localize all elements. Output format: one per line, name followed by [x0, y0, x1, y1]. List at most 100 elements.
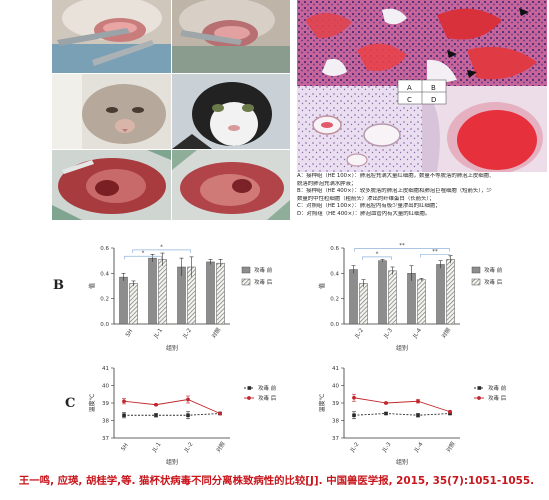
quadrant-label-a: A — [407, 84, 412, 92]
legend-label: 攻毒 前 — [488, 384, 507, 392]
bar-chart-sh-jl1-jl2: 0.0 0.2 0.4 0.6 值组别 SH JL-1 JL-2 对照 攻毒 前攻毒 后 * * — [88, 244, 273, 352]
legend-swatch — [471, 278, 481, 286]
caption-line: D：对照组（HE 400×）：肺泡血管内有大量的红细胞。 — [297, 210, 431, 217]
data-point — [384, 401, 388, 405]
bar — [158, 259, 167, 325]
data-point — [122, 399, 126, 404]
x-tick-label: JL-4 — [412, 327, 424, 340]
data-point — [448, 409, 452, 414]
data-point — [352, 395, 356, 400]
bar — [378, 260, 387, 325]
y-tick-label: 0.6 — [330, 246, 339, 252]
caption-line: 脱落的肺泡充满水肿液； — [297, 180, 357, 187]
x-tick-label: 对照 — [444, 440, 457, 454]
data-point — [352, 413, 356, 418]
x-tick-label: JL-3 — [381, 441, 393, 454]
photo-cat-tongue — [172, 0, 290, 73]
y-tick-label: 0.2 — [330, 297, 339, 303]
legend-label: 攻毒 前 — [254, 266, 273, 274]
significance-bracket — [132, 249, 191, 253]
y-tick-label: 0.4 — [330, 271, 339, 277]
legend-label: 攻毒 后 — [254, 278, 273, 286]
x-axis-label: 组别 — [166, 458, 178, 466]
significance-label: * — [376, 251, 379, 257]
x-tick-label: JL-2 — [354, 328, 365, 341]
x-tick-label: JL-1 — [151, 442, 162, 455]
bar — [446, 259, 455, 325]
y-tick-label: 40 — [332, 384, 339, 390]
panel-label-c: C — [65, 396, 76, 411]
y-axis-label: 温度℃ — [318, 393, 326, 412]
legend-label: 攻毒 后 — [484, 278, 503, 286]
data-point — [416, 399, 420, 404]
line-chart-temperature-left: 37 38 39 40 41 温度℃ 组别 SH JL-1 JL-2 对照 攻毒 前攻毒 后 — [88, 366, 277, 466]
bar — [129, 283, 138, 325]
y-tick-label: 39 — [332, 401, 339, 407]
x-tick-label: JL-2 — [182, 328, 193, 341]
significance-label: ** — [399, 243, 405, 249]
x-tick-label: 对照 — [439, 326, 452, 340]
bar — [359, 283, 368, 325]
legend-swatch — [241, 266, 251, 274]
significance-bracket — [420, 253, 450, 258]
series-line — [124, 413, 221, 416]
histology-figure: A B C D — [297, 0, 547, 174]
x-axis-label: 组别 — [396, 458, 408, 466]
y-tick-label: 41 — [332, 366, 339, 372]
y-axis-label: 值 — [318, 283, 326, 289]
series-line — [123, 399, 221, 414]
y-tick-label: 0.0 — [330, 322, 339, 328]
caption-line: B：接种组（HE 400×）：较多脱落的肺泡上皮细胞和肺泡巨噬细胞（短箭头），少 — [297, 188, 492, 195]
legend-label: 攻毒 前 — [484, 266, 503, 274]
y-tick-label: 40 — [102, 384, 109, 390]
citation: 王一鸣, 应瑛, 胡桂学,等. 猫杯状病毒不同分离株致病性的比较[J]. 中国兽… — [18, 475, 535, 487]
y-tick-label: 0.0 — [100, 322, 109, 328]
quadrant-label-b: B — [431, 84, 436, 92]
x-tick-label: JL-2 — [183, 442, 194, 455]
photo-necropsy-left — [52, 150, 171, 220]
bar — [417, 279, 426, 325]
legend-swatch — [471, 266, 481, 274]
bar — [206, 261, 215, 325]
line-chart-temperature-right: 37 38 39 40 41 温度℃ 组别 JL-2 JL-3 JL-4 对照 攻毒 前攻毒 后 — [318, 366, 507, 466]
legend-marker — [477, 396, 481, 400]
legend-label: 攻毒 前 — [258, 384, 277, 392]
bar — [349, 269, 358, 325]
significance-label: * — [142, 251, 145, 257]
legend-marker — [247, 386, 252, 390]
panel-label-b: B — [53, 278, 64, 293]
x-tick-label: 对照 — [214, 440, 227, 454]
significance-bracket — [362, 256, 392, 260]
y-tick-label: 41 — [102, 366, 109, 372]
y-axis-label: 温度℃ — [88, 393, 96, 412]
data-point — [154, 413, 158, 418]
data-point — [416, 413, 420, 418]
caption-line: 数量的中性粒细胞（粗箭头）渗出的纤维蛋白（长箭头）； — [297, 195, 435, 202]
y-tick-label: 0.4 — [100, 271, 109, 277]
legend-label: 攻毒 后 — [258, 394, 277, 402]
data-point — [218, 411, 222, 416]
series-line — [353, 397, 451, 413]
x-axis-label: 组别 — [396, 344, 408, 352]
y-axis-label: 值 — [88, 283, 96, 289]
bar — [388, 270, 397, 325]
bar — [119, 276, 128, 325]
x-tick-label: SH — [121, 443, 130, 453]
y-tick-label: 37 — [102, 436, 109, 442]
histology-panel-a — [297, 0, 422, 86]
significance-label: * — [160, 244, 163, 250]
data-point — [154, 402, 158, 407]
y-tick-label: 0.2 — [100, 297, 109, 303]
legend-marker — [247, 396, 251, 400]
bar — [436, 264, 445, 325]
x-tick-label: 对照 — [209, 326, 222, 340]
significance-label: ** — [432, 249, 438, 255]
significance-bracket — [354, 248, 450, 252]
legend-label: 攻毒 后 — [488, 394, 507, 402]
series-line — [353, 413, 451, 416]
legend-swatch — [241, 278, 251, 286]
photo-cat-face-black-white — [172, 74, 290, 149]
quadrant-label-c: C — [407, 96, 412, 104]
caption-line: C：对照组（HE 100×）：肺泡腔内有极少量渗出的红细胞； — [297, 203, 441, 210]
